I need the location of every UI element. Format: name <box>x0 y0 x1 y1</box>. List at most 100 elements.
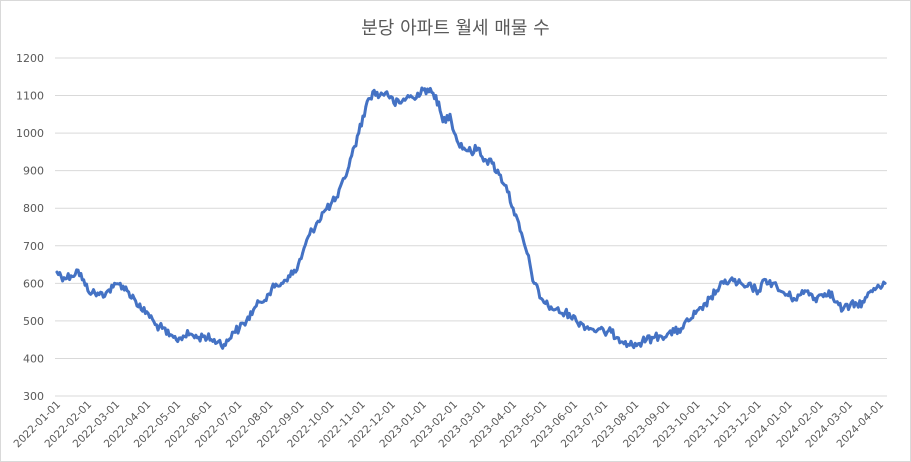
data-point <box>792 297 796 300</box>
data-point <box>532 281 536 285</box>
series-layer <box>55 86 887 350</box>
data-point <box>525 251 529 255</box>
y-tick-label: 600 <box>23 277 44 290</box>
data-point <box>778 289 782 293</box>
data-point <box>560 312 564 315</box>
data-point <box>722 281 725 285</box>
data-point <box>392 101 396 105</box>
data-point <box>259 300 262 304</box>
data-point <box>687 319 690 323</box>
data-point <box>680 327 683 330</box>
data-point <box>581 323 585 326</box>
data-point <box>76 268 80 272</box>
data-point <box>294 270 297 274</box>
data-point <box>574 319 578 323</box>
data-point <box>638 342 641 345</box>
data-point <box>448 112 452 116</box>
data-point <box>518 229 522 233</box>
data-point <box>329 203 333 206</box>
y-tick-label: 1100 <box>16 90 44 103</box>
data-point <box>336 195 340 199</box>
data-point <box>806 289 810 293</box>
y-tick-label: 900 <box>23 165 44 178</box>
data-point <box>869 289 873 293</box>
data-point <box>315 221 318 225</box>
data-point <box>434 94 438 97</box>
data-point <box>490 161 494 165</box>
data-point <box>146 312 150 315</box>
data-point <box>217 340 220 343</box>
data-point <box>420 86 424 90</box>
data-point <box>827 289 831 293</box>
data-point <box>245 319 248 323</box>
data-point <box>736 281 740 285</box>
data-point <box>266 293 269 296</box>
data-point <box>694 312 697 315</box>
data-point <box>567 312 571 315</box>
data-point <box>876 283 880 287</box>
data-point <box>139 308 143 311</box>
data-point <box>539 297 543 300</box>
data-point <box>125 289 129 293</box>
data-point <box>413 97 417 101</box>
data-point <box>602 330 606 334</box>
data-point <box>834 300 838 304</box>
chart-title: 분당 아파트 월세 매물 수 <box>361 18 550 39</box>
data-point <box>97 293 101 296</box>
data-point <box>476 146 480 150</box>
data-point <box>771 281 775 285</box>
data-point <box>104 291 108 295</box>
data-point <box>729 278 732 281</box>
data-point <box>441 120 445 124</box>
y-tick-label: 300 <box>23 390 44 403</box>
data-point <box>83 283 87 287</box>
data-point <box>371 90 375 94</box>
data-point <box>883 281 887 285</box>
data-point <box>252 308 255 311</box>
data-point <box>673 330 676 334</box>
data-point <box>743 285 747 289</box>
data-point <box>455 139 459 143</box>
data-point <box>167 334 171 338</box>
data-point <box>764 278 768 281</box>
data-point <box>210 338 213 342</box>
data-point <box>617 336 620 340</box>
data-point <box>841 308 845 311</box>
data-point <box>62 276 66 280</box>
data-point <box>111 285 115 289</box>
y-axis-ticks: 300 400 500 600 700 800 900 1000 1100 1200 <box>16 52 44 403</box>
data-point <box>469 150 473 154</box>
data-point <box>55 270 59 274</box>
data-point <box>231 330 234 334</box>
y-tick-label: 800 <box>23 202 44 215</box>
data-point <box>238 327 241 330</box>
data-point <box>553 308 557 311</box>
data-point <box>666 332 669 336</box>
data-point <box>645 338 648 342</box>
data-point <box>820 293 824 296</box>
y-tick-label: 700 <box>23 240 44 253</box>
data-point <box>350 154 354 158</box>
data-point <box>153 323 157 326</box>
data-point <box>280 281 283 285</box>
data-point <box>588 327 592 330</box>
data-point <box>385 90 389 94</box>
data-point <box>181 334 185 338</box>
y-tick-label: 1000 <box>16 127 44 140</box>
data-point <box>504 184 508 188</box>
data-point <box>652 336 655 340</box>
y-tick-label: 1200 <box>16 52 44 65</box>
data-point <box>160 327 164 330</box>
data-point <box>195 336 199 340</box>
data-point <box>174 338 178 342</box>
data-point <box>813 297 817 300</box>
data-point <box>357 131 361 135</box>
data-point <box>322 210 325 214</box>
data-point <box>483 158 487 161</box>
data-point <box>462 146 466 150</box>
data-point <box>132 297 136 300</box>
data-point <box>90 291 94 295</box>
series-line <box>55 86 887 350</box>
